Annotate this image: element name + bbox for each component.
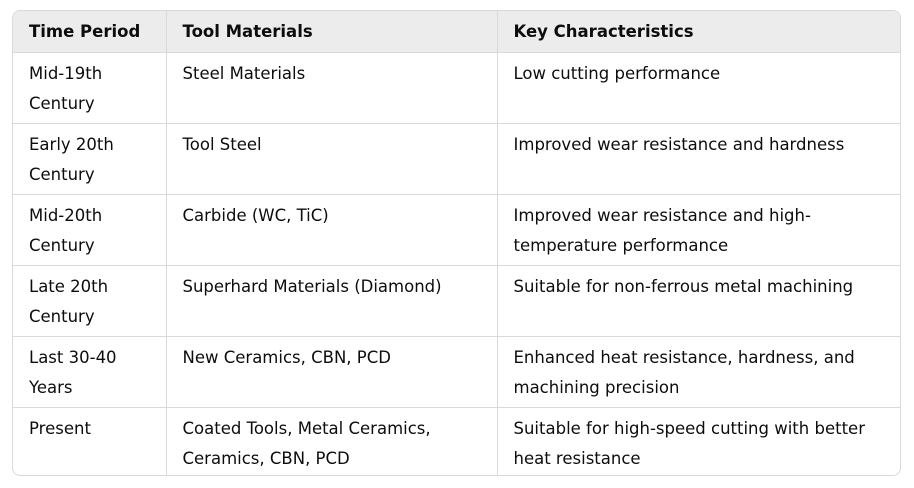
tool-materials-table: Time Period Tool Materials Key Character… — [13, 11, 900, 475]
header-tool-materials: Tool Materials — [166, 11, 498, 53]
cell-key-characteristics: Low cutting performance — [497, 52, 900, 124]
cell-tool-materials: Coated Tools, Metal Ceramics, Ceramics, … — [166, 407, 498, 475]
table-container: Time Period Tool Materials Key Character… — [12, 10, 901, 476]
table-row: Last 30-40 Years New Ceramics, CBN, PCD … — [13, 336, 900, 408]
cell-key-characteristics: Improved wear resistance and high- tempe… — [497, 194, 900, 266]
table-header-row: Time Period Tool Materials Key Character… — [13, 11, 900, 53]
cell-key-characteristics: Suitable for high-speed cutting with bet… — [513, 418, 865, 468]
cell-time-period: Last 30-40 Years — [13, 336, 167, 408]
table-row: Mid-19th Century Steel Materials Low cut… — [13, 52, 900, 124]
table-row: Early 20th Century Tool Steel Improved w… — [13, 123, 900, 195]
cell-key-characteristics: Enhanced heat resistance, hardness, and … — [497, 336, 900, 408]
cell-tool-materials: Carbide (WC, TiC) — [166, 194, 498, 266]
cell-time-period: Present — [13, 407, 167, 475]
cell-time-period: Mid-19th Century — [13, 52, 167, 124]
table-row: Mid-20th Century Carbide (WC, TiC) Impro… — [13, 194, 900, 266]
table-row: Late 20th Century Superhard Materials (D… — [13, 265, 900, 337]
header-time-period: Time Period — [13, 11, 167, 53]
cell-time-period: Mid-20th Century — [13, 194, 167, 266]
cell-time-period: Early 20th Century — [13, 123, 167, 195]
cell-tool-materials: Superhard Materials (Diamond) — [166, 265, 498, 337]
cell-key-characteristics: Improved wear resistance and hardness — [497, 123, 900, 195]
header-key-characteristics: Key Characteristics — [497, 11, 900, 53]
cell-key-characteristics: Suitable for non-ferrous metal machining — [497, 265, 900, 337]
cell-tool-materials: Steel Materials — [166, 52, 498, 124]
table-row: Present Coated Tools, Metal Ceramics, Ce… — [13, 407, 900, 475]
cell-tool-materials: Tool Steel — [166, 123, 498, 195]
cell-time-period: Late 20th Century — [13, 265, 167, 337]
cell-tool-materials: New Ceramics, CBN, PCD — [166, 336, 498, 408]
